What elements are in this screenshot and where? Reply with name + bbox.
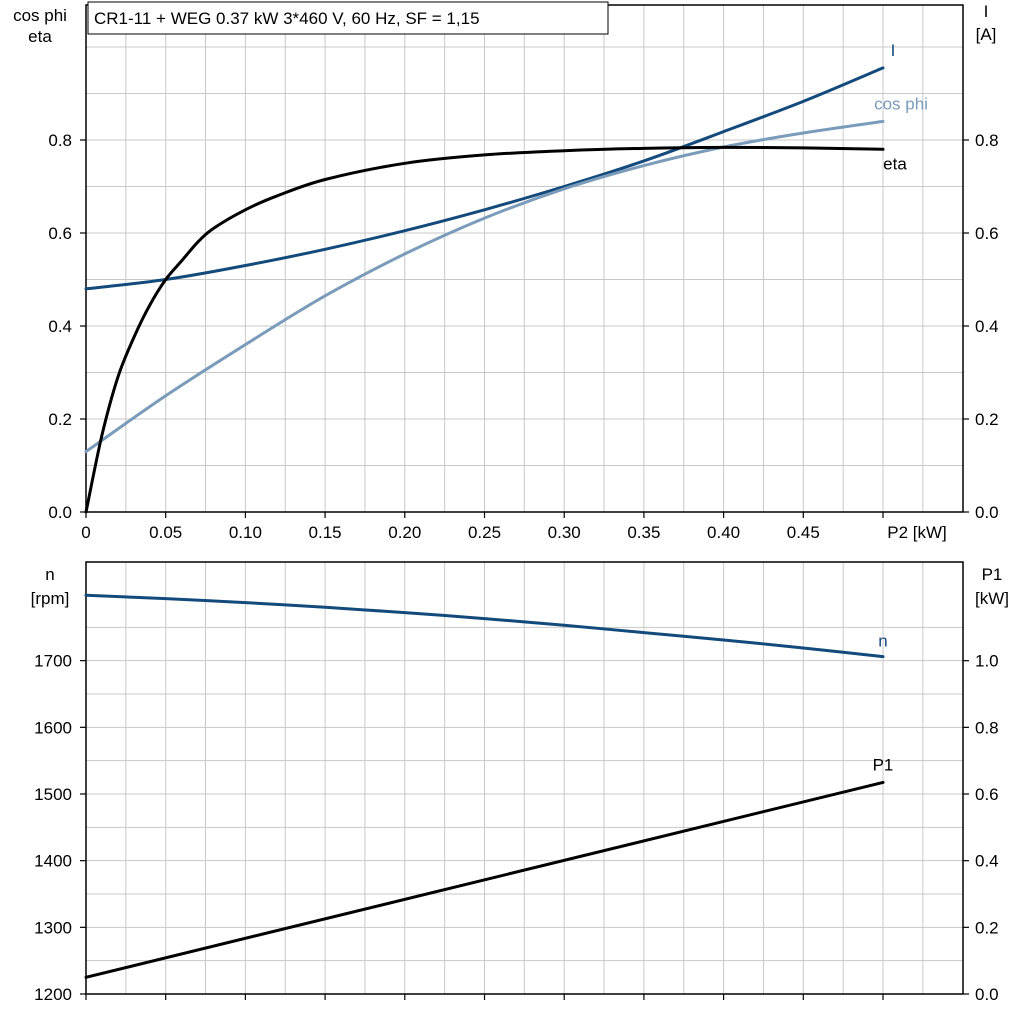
- x-tick-label: 0.20: [388, 523, 421, 542]
- x-tick-label: 0.10: [229, 523, 262, 542]
- speed-power-panel: n P1 1200 1300 1400 1500 1600 1700 0.0 0.2 0.4 0.6…: [31, 561, 1009, 1004]
- x-tick-label: 0.15: [309, 523, 342, 542]
- bottom-left-axis-label-n: n: [45, 565, 54, 584]
- right-tick-label: 0.8: [975, 718, 999, 737]
- right-tick-label: 0.4: [975, 317, 999, 336]
- right-tick-label: 0.6: [975, 785, 999, 804]
- bottom-gridlines: [86, 562, 963, 994]
- x-tick-label: 0: [81, 523, 90, 542]
- chart-title: CR1-11 + WEG 0.37 kW 3*460 V, 60 Hz, SF …: [94, 9, 480, 28]
- right-tick-label: 0.2: [975, 410, 999, 429]
- right-tick-label: 0.4: [975, 852, 999, 871]
- left-tick-label: 1300: [34, 918, 72, 937]
- bottom-axis-ticks: 1200 1300 1400 1500 1600 1700 0.0 0.2 0.4 0.6 0.8 1…: [34, 652, 998, 1004]
- series-label-p1: P1: [873, 755, 894, 774]
- left-tick-label: 1700: [34, 652, 72, 671]
- x-tick-label: 0.05: [149, 523, 182, 542]
- left-tick-label: 0.6: [48, 224, 72, 243]
- left-tick-label: 1200: [34, 985, 72, 1004]
- series-label-n: n: [878, 632, 887, 651]
- bottom-plot-frame: [85, 561, 964, 995]
- top-right-axis-label-i: I: [984, 2, 989, 21]
- right-tick-label: 0.2: [975, 918, 999, 937]
- left-tick-label: 0.2: [48, 410, 72, 429]
- left-tick-label: 1600: [34, 718, 72, 737]
- left-tick-label: 0.0: [48, 503, 72, 522]
- series-line-n: [84, 593, 885, 659]
- x-axis-label: P2 [kW]: [887, 523, 947, 542]
- right-tick-label: 0.0: [975, 985, 999, 1004]
- x-tick-label: 0.25: [468, 523, 501, 542]
- right-tick-label: 0.8: [975, 131, 999, 150]
- title-box: [87, 1, 609, 35]
- top-gridlines: [86, 5, 963, 512]
- bottom-right-axis-label-p1: P1: [982, 565, 1003, 584]
- series-line-cos-phi: [84, 119, 885, 454]
- x-tick-label: 0.40: [707, 523, 740, 542]
- series-label-eta: eta: [883, 154, 907, 173]
- series-line-eta: [84, 145, 885, 514]
- x-tick-label: 0.45: [787, 523, 820, 542]
- right-tick-label: 0.0: [975, 503, 999, 522]
- series-line-i: [84, 66, 885, 291]
- series-label-cos-phi: cos phi: [874, 94, 928, 113]
- left-tick-label: 1500: [34, 785, 72, 804]
- top-axis-ticks: 0.0 0.2 0.4 0.6 0.8 0.0 0.2 0.4 0.6 0.8 0 0.05 0.10 0…: [48, 131, 998, 542]
- top-left-axis-label-eta: eta: [28, 27, 52, 46]
- left-tick-label: 0.8: [48, 131, 72, 150]
- series-label-i: I: [891, 41, 896, 60]
- bottom-series-lines: n P1: [84, 593, 894, 979]
- bottom-left-axis-label-unit: [rpm]: [31, 589, 70, 608]
- series-line-p1: [84, 780, 885, 979]
- x-tick-label: 0.30: [548, 523, 581, 542]
- right-tick-label: 1.0: [975, 652, 999, 671]
- top-right-axis-label-unit: [A]: [976, 25, 997, 44]
- right-tick-label: 0.6: [975, 224, 999, 243]
- x-tick-label: 0.35: [627, 523, 660, 542]
- bottom-right-axis-label-unit: [kW]: [975, 589, 1009, 608]
- left-tick-label: 1400: [34, 852, 72, 871]
- left-tick-label: 0.4: [48, 317, 72, 336]
- top-left-axis-label-cos-phi: cos phi: [13, 6, 67, 25]
